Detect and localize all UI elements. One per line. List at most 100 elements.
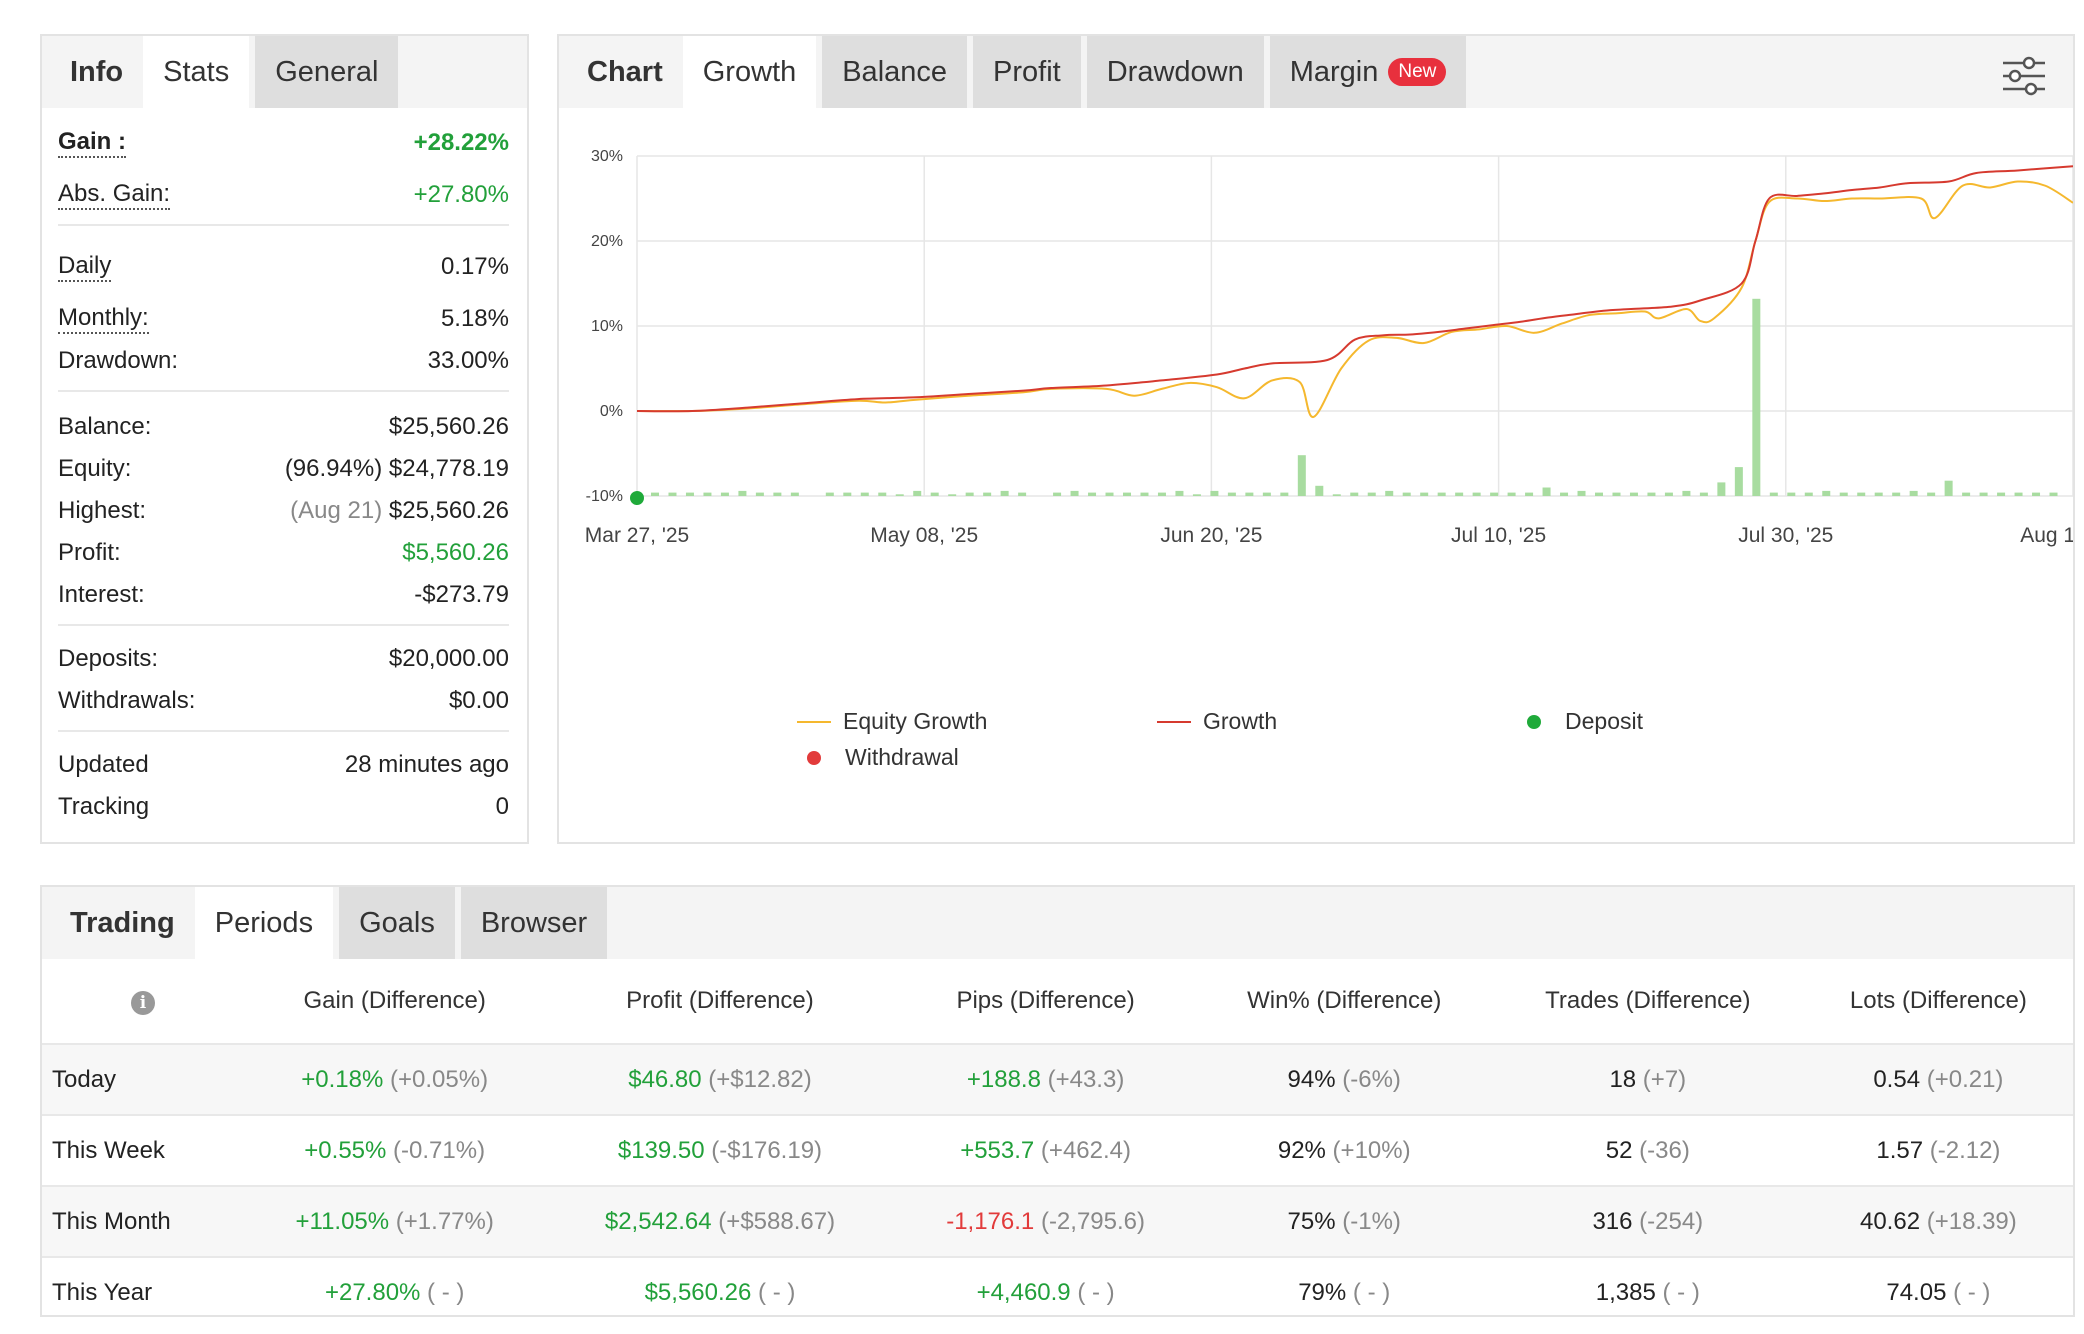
tab-drawdown[interactable]: Drawdown xyxy=(1086,36,1264,108)
deposits-label: Deposits: xyxy=(58,645,159,672)
sliders-icon[interactable] xyxy=(2001,56,2047,96)
tab-stats[interactable]: Stats xyxy=(143,36,250,108)
daily-bar xyxy=(1525,492,1534,496)
period-lots-cell: 40.62 (+18.39) xyxy=(1803,1185,2073,1257)
daily-bar xyxy=(1752,298,1761,496)
period-win-diff: (-6%) xyxy=(1335,1065,1401,1093)
tab-balance[interactable]: Balance xyxy=(822,36,968,108)
daily-bar xyxy=(1997,492,2006,496)
y-tick-label: 0% xyxy=(600,403,623,420)
daily-bar xyxy=(843,492,852,496)
period-win-diff: (-1%) xyxy=(1335,1207,1401,1235)
daily-bar xyxy=(1909,490,1918,496)
daily-bar xyxy=(1000,490,1009,496)
equity-percent: (96.94%) xyxy=(284,455,383,482)
daily-bar xyxy=(1350,492,1359,496)
period-win-diff: (+10%) xyxy=(1325,1136,1411,1164)
daily-bar xyxy=(895,494,904,496)
tab-info[interactable]: Info xyxy=(70,55,124,88)
legend-label: Deposit xyxy=(1565,708,1643,734)
period-gain-cell: +27.80% ( - ) xyxy=(244,1256,546,1327)
growth-line-swatch xyxy=(1157,720,1191,723)
drawdown-label: Drawdown: xyxy=(58,347,179,374)
period-trades-diff: (-36) xyxy=(1632,1136,1690,1164)
legend-growth[interactable]: Growth xyxy=(1157,708,1277,735)
period-pips-cell: +4,460.9 ( - ) xyxy=(894,1256,1197,1327)
equity-line-swatch xyxy=(797,720,831,723)
daily-value: 0.17% xyxy=(440,253,509,280)
legend-deposit[interactable]: Deposit xyxy=(1527,708,1643,735)
growth-line xyxy=(636,165,2073,413)
daily-bar xyxy=(1874,492,1883,496)
divider xyxy=(58,730,509,732)
daily-bar xyxy=(2049,492,2058,496)
period-trades-diff: (-254) xyxy=(1632,1207,1704,1235)
daily-bar xyxy=(878,492,887,496)
legend-equity-growth[interactable]: Equity Growth xyxy=(797,708,987,735)
daily-bar xyxy=(1210,490,1219,496)
equity-value: $24,778.19 xyxy=(388,455,509,482)
x-tick-label: Jun 20, '25 xyxy=(1160,524,1262,547)
y-tick-label: 30% xyxy=(591,148,623,165)
x-tick-label: Jul 30, '25 xyxy=(1738,524,1833,547)
period-pips-cell: +188.8 (+43.3) xyxy=(894,1043,1197,1115)
equity-growth-line xyxy=(636,180,2073,418)
period-pips-cell: -1,176.1 (-2,795.6) xyxy=(894,1185,1197,1257)
period-gain-value: +0.55% xyxy=(304,1136,387,1164)
period-row: This Week +0.55% (-0.71%) $139.50 (-$176.1… xyxy=(42,1114,2073,1186)
drawdown-value: 33.00% xyxy=(427,347,509,374)
chart-tabbar: Chart Growth Balance Profit Drawdown Mar… xyxy=(559,36,2073,108)
legend-label: Equity Growth xyxy=(843,708,988,734)
period-profit-value: $139.50 xyxy=(617,1136,705,1164)
equity-label: Equity: xyxy=(58,455,132,482)
profit-label: Profit: xyxy=(58,539,121,566)
tab-chart[interactable]: Chart xyxy=(587,55,663,88)
x-tick-label: May 08, '25 xyxy=(870,524,978,547)
tab-browser[interactable]: Browser xyxy=(460,887,608,959)
period-lots-value: 1.57 xyxy=(1876,1136,1924,1164)
daily-bar xyxy=(1262,492,1271,496)
daily-label[interactable]: Daily xyxy=(58,252,112,282)
tab-periods[interactable]: Periods xyxy=(194,887,334,959)
period-trades-value: 18 xyxy=(1609,1065,1637,1093)
daily-bar xyxy=(720,492,729,496)
period-trades-cell: 316 (-254) xyxy=(1491,1185,1804,1257)
x-tick-label: Mar 27, '25 xyxy=(585,524,689,547)
period-profit-diff: (-$176.19) xyxy=(704,1136,823,1164)
period-row: Today +0.18% (+0.05%) $46.80 (+$12.82) +188… xyxy=(42,1043,2073,1115)
daily-bar xyxy=(1437,492,1446,496)
monthly-row: Monthly: 5.18% xyxy=(58,298,509,340)
tab-trading[interactable]: Trading xyxy=(70,906,175,939)
tab-profit[interactable]: Profit xyxy=(973,36,1081,108)
tracking-row: Tracking 0 xyxy=(58,786,509,828)
tab-general[interactable]: General xyxy=(255,36,399,108)
daily-bar xyxy=(1105,492,1114,496)
period-pips-value: +4,460.9 xyxy=(976,1278,1071,1306)
daily-bar xyxy=(983,492,992,496)
info-icon[interactable]: i xyxy=(131,991,155,1015)
profit-value: $5,560.26 xyxy=(402,539,509,566)
period-pips-value: -1,176.1 xyxy=(946,1207,1035,1235)
tab-goals[interactable]: Goals xyxy=(339,887,455,959)
daily-bar xyxy=(1455,492,1464,496)
monthly-label[interactable]: Monthly: xyxy=(58,304,149,334)
daily-bar xyxy=(1297,455,1306,496)
highest-date: (Aug 21) xyxy=(290,497,383,524)
legend-withdrawal[interactable]: Withdrawal xyxy=(807,744,959,771)
period-win-diff: ( - ) xyxy=(1346,1278,1391,1306)
gain-label[interactable]: Gain : xyxy=(58,128,127,158)
divider xyxy=(58,624,509,626)
abs-gain-label[interactable]: Abs. Gain: xyxy=(58,180,171,210)
period-lots-value: 74.05 xyxy=(1886,1278,1947,1306)
daily-bar xyxy=(1979,492,1988,496)
daily-bar xyxy=(738,490,747,496)
daily-bar xyxy=(1157,492,1166,496)
tab-margin[interactable]: Margin New xyxy=(1269,36,1467,108)
daily-bar xyxy=(965,492,974,496)
x-tick-label: Aug 19, '25 xyxy=(2020,524,2073,547)
monthly-value: 5.18% xyxy=(440,305,509,332)
daily-bar xyxy=(1699,492,1708,496)
chart-panel: Chart Growth Balance Profit Drawdown Mar… xyxy=(557,34,2075,844)
tab-growth[interactable]: Growth xyxy=(682,36,817,108)
period-label: This Month xyxy=(42,1185,244,1257)
